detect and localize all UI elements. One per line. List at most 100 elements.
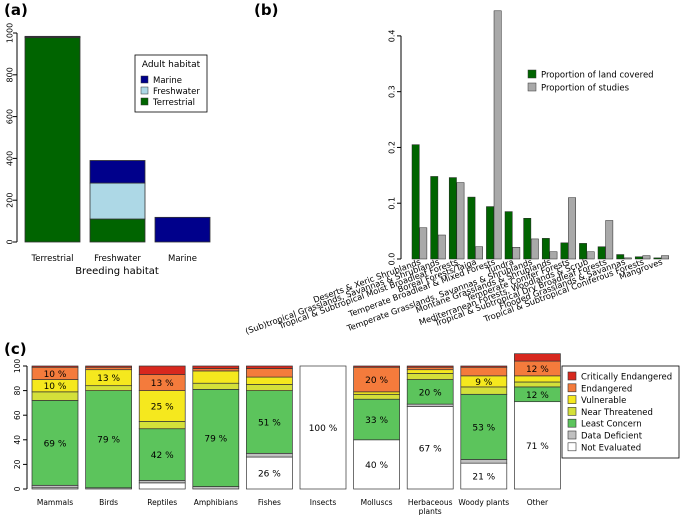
panel-c-data-label: 71 % xyxy=(526,442,549,452)
panel-a-x-label: Freshwater xyxy=(94,254,141,264)
panel-c-bar-other-not-evaluated xyxy=(514,401,561,490)
panel-a-y-tick-label: 200 xyxy=(6,193,15,208)
panel-c-bar-birds-least-concern xyxy=(85,390,132,489)
panel-c-data-label: 10 % xyxy=(44,370,67,380)
panel-a-legend-swatch-marine xyxy=(140,75,149,84)
panel-c-bar-other-vulnerable xyxy=(514,375,561,383)
panel-c-legend-label: Least Concern xyxy=(581,420,642,430)
panel-a-y-tick-label: 800 xyxy=(6,67,15,82)
panel-a-bar-terrestrial-terrestrial xyxy=(24,37,81,243)
panel-b-y-tick-label: 0.0 xyxy=(388,253,397,266)
panel-c-legend-swatch-endangered xyxy=(567,383,577,393)
panel-c-x-label: Woody plants xyxy=(458,498,509,507)
panel-c-data-label: 26 % xyxy=(258,470,281,480)
panel-c-label: (c) xyxy=(4,340,27,358)
panel-c-y-tick-label: 20 xyxy=(13,459,22,469)
panel-c-data-label: 20 % xyxy=(419,388,442,398)
panel-c-legend-swatch-near-threatened xyxy=(567,407,577,416)
panel-c-data-label: 40 % xyxy=(365,461,388,471)
panel-a-bar-marine-marine xyxy=(154,216,211,243)
panel-c-x-label: Insects xyxy=(310,498,337,507)
panel-b-bar-studies-5 xyxy=(493,10,502,260)
panel-b-legend-label: Proportion of studies xyxy=(541,84,630,94)
panel-b-bar-land-12 xyxy=(616,254,625,260)
panel-c-y-tick-label: 40 xyxy=(13,435,22,445)
panel-b-bar-studies-9 xyxy=(568,197,576,260)
panel-c-bar-amphibians-least-concern xyxy=(192,389,240,487)
panel-a-legend-label: Freshwater xyxy=(153,87,200,97)
panel-c-data-label: 21 % xyxy=(472,473,495,483)
panel-a-legend-title: Adult habitat xyxy=(142,60,201,70)
panel-b-bar-land-1 xyxy=(411,144,420,260)
panel-a-label: (a) xyxy=(4,1,28,19)
panel-c-bar-herbaceous-plants-vulnerable xyxy=(406,369,454,374)
panel-b-bar-studies-3 xyxy=(456,182,465,260)
panel-b-bar-land-2 xyxy=(430,176,439,260)
panel-c-data-label: 13 % xyxy=(97,374,120,384)
panel-c-bar-woody-plants-least-concern xyxy=(460,393,508,460)
panel-b-bar-land-14 xyxy=(653,257,662,260)
panel-b-bar-studies-1 xyxy=(419,227,428,260)
panel-c-data-label: 42 % xyxy=(151,451,174,461)
panel-a-x-label: Terrestrial xyxy=(30,254,73,264)
panel-c-bar-fishes-vulnerable xyxy=(246,376,293,385)
panel-c-bar-herbaceous-plants-near-threatened xyxy=(406,373,454,380)
panel-c-legend-swatch-data-deficient xyxy=(567,430,577,440)
panel-a-y-tick-label: 0 xyxy=(6,239,15,244)
panel-a-x-label: Marine xyxy=(168,254,197,264)
panel-b-legend-swatch-proportion-of-land-covered xyxy=(527,69,537,79)
panel-b-bar-studies-10 xyxy=(586,251,595,260)
panel-c-y-tick-label: 100 xyxy=(13,359,22,374)
panel-c-legend-label: Vulnerable xyxy=(581,396,626,406)
panel-b-y-tick-label: 0.3 xyxy=(388,85,397,98)
panel-c-bar-reptiles-near-threatened xyxy=(138,421,186,430)
panel-c-legend-swatch-critically-endangered xyxy=(567,371,577,381)
panel-c-bar-molluscs-critically-endangered xyxy=(353,365,400,368)
panel-c-chart: 0 20 40 60 80 100 Mammals Birds Reptiles Amphibia… xyxy=(13,353,680,515)
panel-c-bar-woody-plants-not-evaluated xyxy=(460,462,508,490)
panel-a-legend-swatch-terrestrial xyxy=(140,97,149,106)
panel-b-y-tick-label: 0.4 xyxy=(388,30,397,43)
panel-c-x-label: Birds xyxy=(99,498,118,507)
panel-a-y-tick-label: 1000 xyxy=(6,23,15,43)
panel-b-bar-studies-7 xyxy=(530,238,539,260)
panel-b-bar-land-9 xyxy=(560,242,569,260)
panel-b-bar-land-11 xyxy=(597,246,606,260)
panel-c-bar-reptiles-critically-endangered xyxy=(138,365,186,375)
panel-c-bar-herbaceous-plants-not-evaluated xyxy=(406,406,454,490)
panel-c-data-label: 12 % xyxy=(526,391,549,401)
panel-a-bar-terrestrial-marine xyxy=(24,35,81,38)
panel-c-legend-label: Not Evaluated xyxy=(581,443,641,453)
panel-c-legend-label: Near Threatened xyxy=(581,408,653,418)
panel-c-bar-mammals-least-concern xyxy=(31,400,79,486)
panel-b-bar-studies-6 xyxy=(512,247,521,260)
panel-c-data-label: 100 % xyxy=(309,424,338,434)
panel-a-legend-label: Marine xyxy=(153,76,182,86)
panel-c-x-label: Amphibians xyxy=(194,498,238,507)
panel-c-data-label: 20 % xyxy=(365,376,388,386)
panel-c-legend-box xyxy=(561,365,680,459)
panel-c-data-label: 79 % xyxy=(204,434,227,444)
panel-c-bar-amphibians-critically-endangered xyxy=(192,365,240,369)
panel-c-bar-amphibians-vulnerable xyxy=(192,370,240,384)
panel-c-bar-molluscs-not-evaluated xyxy=(353,439,400,490)
panel-a-legend-label: Terrestrial xyxy=(152,98,195,108)
panel-c-bar-mammals-near-threatened xyxy=(31,391,79,401)
panel-c-bar-birds-endangered xyxy=(85,366,132,371)
panel-c-bar-herbaceous-plants-critically-endangered xyxy=(406,365,454,368)
panel-b-bar-studies-11 xyxy=(605,220,614,260)
panel-c-data-label: 69 % xyxy=(44,439,67,449)
panel-c-bar-molluscs-vulnerable xyxy=(353,391,400,395)
panel-c-bar-reptiles-vulnerable xyxy=(138,390,186,422)
panel-a-xlabel: Breeding habitat xyxy=(75,266,159,277)
panel-b-bar-studies-8 xyxy=(549,251,558,260)
panel-a-y-tick-label: 600 xyxy=(6,109,15,124)
panel-c-bar-herbaceous-plants-data-deficient xyxy=(406,403,454,407)
panel-b-bar-land-4 xyxy=(467,196,476,260)
panel-a-y-tick-label: 400 xyxy=(6,151,15,166)
panel-c-bar-woody-plants-data-deficient xyxy=(460,459,508,464)
panel-b-bar-studies-13 xyxy=(642,255,651,260)
panel-c-legend-label: Data Deficient xyxy=(581,432,643,442)
panel-c-bar-other-near-threatened xyxy=(514,381,561,388)
